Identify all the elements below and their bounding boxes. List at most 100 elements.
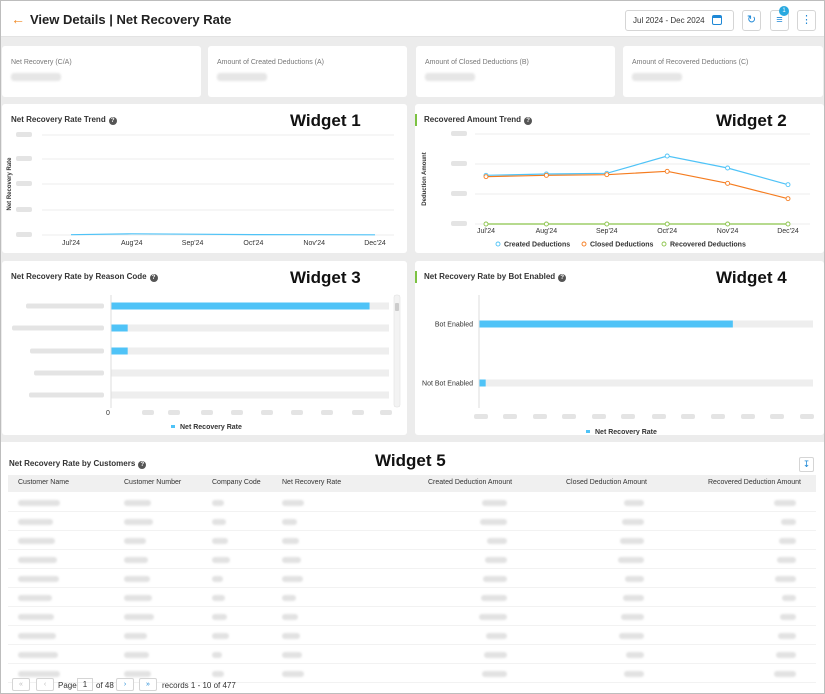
kpi-net-recovery: Net Recovery (C/A) <box>2 46 201 97</box>
bar-track <box>479 379 813 387</box>
widget-title: Net Recovery Rate by Customers? <box>9 459 147 469</box>
col-customer-name[interactable]: Customer Name <box>18 479 69 486</box>
last-page-button[interactable]: » <box>139 678 157 691</box>
data-point <box>483 221 489 227</box>
table-cell-blurred <box>124 671 151 677</box>
category-label: Not Bot Enabled <box>422 381 473 388</box>
table-cell-blurred <box>18 538 55 544</box>
col-closed-deduction-amount[interactable]: Closed Deduction Amount <box>566 479 647 486</box>
help-icon[interactable]: ? <box>108 117 117 125</box>
category-label: Bot Enabled <box>435 322 473 329</box>
help-icon[interactable]: ? <box>524 117 533 125</box>
data-point <box>604 172 610 178</box>
table-row[interactable] <box>8 570 816 588</box>
table-cell-blurred <box>124 633 147 639</box>
table-row[interactable] <box>8 646 816 664</box>
table-row[interactable] <box>8 551 816 569</box>
table-row[interactable] <box>8 589 816 607</box>
x-tick-label: Jul'24 <box>477 228 495 235</box>
x-tick-label-blurred <box>681 414 695 419</box>
table-cell-blurred <box>282 576 303 582</box>
table-cell-blurred <box>782 595 796 601</box>
download-button[interactable]: ↧ <box>799 457 814 472</box>
widget-label: Widget 4 <box>716 268 787 287</box>
table-cell-blurred <box>212 576 223 582</box>
table-cell-blurred <box>282 500 304 506</box>
download-icon: ↧ <box>802 459 811 469</box>
more-options-button[interactable]: ⋮ <box>797 10 816 31</box>
widget-recovered-amount-trend: Recovered Amount Trend? Widget 2 Deducti… <box>415 104 824 253</box>
bar-track <box>111 324 389 332</box>
refresh-button[interactable]: ↻ <box>742 10 761 31</box>
col-recovered-deduction-amount[interactable]: Recovered Deduction Amount <box>708 479 801 486</box>
series-line <box>485 170 789 200</box>
table-row[interactable] <box>8 608 816 626</box>
kpi-label: Amount of Closed Deductions (B) <box>425 59 529 66</box>
x-tick-label-blurred <box>261 410 273 415</box>
table-cell-blurred <box>212 500 224 506</box>
table-cell-blurred <box>481 595 507 601</box>
kpi-value-blurred <box>425 73 475 81</box>
table-cell-blurred <box>18 576 59 582</box>
data-point <box>725 165 731 171</box>
legend-marker <box>661 241 667 247</box>
table-cell-blurred <box>282 557 301 563</box>
filter-icon: ≡ <box>776 14 783 26</box>
kpi-recovered-deductions: Amount of Recovered Deductions (C) <box>623 46 823 97</box>
date-range-picker[interactable]: Jul 2024 - Dec 2024 <box>625 10 734 31</box>
page-number-input[interactable]: 1 <box>77 678 93 691</box>
data-point <box>483 174 489 180</box>
widget-rate-by-reason-code: Net Recovery Rate by Reason Code? Widget… <box>2 261 407 435</box>
table-cell-blurred <box>18 633 56 639</box>
data-point <box>543 172 549 178</box>
x-tick-label-blurred <box>168 410 180 415</box>
kpi-label: Amount of Recovered Deductions (C) <box>632 59 749 66</box>
first-page-button[interactable]: « <box>12 678 30 691</box>
legend-label: Created Deductions <box>504 242 570 249</box>
table-row[interactable] <box>8 494 816 512</box>
data-point <box>785 182 791 188</box>
table-row[interactable] <box>8 665 816 683</box>
back-arrow-icon[interactable]: ← <box>11 11 25 27</box>
help-icon[interactable]: ? <box>558 274 567 282</box>
bar <box>479 320 733 328</box>
legend-label: Net Recovery Rate <box>595 429 657 435</box>
widget-label: Widget 2 <box>716 111 787 130</box>
scrollbar-track <box>393 294 401 408</box>
col-company-code[interactable]: Company Code <box>212 479 261 486</box>
series-line <box>485 155 789 186</box>
kpi-value-blurred <box>217 73 267 81</box>
table-cell-blurred <box>778 633 796 639</box>
accent-bar <box>415 271 417 283</box>
help-icon[interactable]: ? <box>149 274 158 282</box>
x-tick-label-blurred <box>621 414 635 419</box>
prev-page-button[interactable]: ‹ <box>36 678 54 691</box>
line-chart: Net Recovery Rate Jul'24 Aug'24 Sep'24 Oct'2… <box>7 132 394 247</box>
table-cell-blurred <box>124 614 154 620</box>
col-net-recovery-rate[interactable]: Net Recovery Rate <box>282 479 342 486</box>
table-cell-blurred <box>776 652 796 658</box>
y-axis-label: Net Recovery Rate <box>7 157 13 211</box>
table-row[interactable] <box>8 532 816 550</box>
next-page-button[interactable]: › <box>116 678 134 691</box>
table-cell-blurred <box>18 500 60 506</box>
more-vertical-icon: ⋮ <box>801 14 812 26</box>
table-row[interactable] <box>8 627 816 645</box>
legend-marker <box>495 241 501 247</box>
table-row[interactable] <box>8 513 816 531</box>
table-cell-blurred <box>124 576 150 582</box>
x-tick-label-blurred <box>291 410 303 415</box>
table-cell-blurred <box>485 557 507 563</box>
kpi-created-deductions: Amount of Created Deductions (A) <box>208 46 407 97</box>
table-cell-blurred <box>212 519 226 525</box>
bar <box>111 324 128 332</box>
table-cell-blurred <box>282 595 296 601</box>
col-created-deduction-amount[interactable]: Created Deduction Amount <box>428 479 513 486</box>
kpi-label: Amount of Created Deductions (A) <box>217 59 324 66</box>
col-customer-number[interactable]: Customer Number <box>124 479 182 486</box>
category-label-blurred <box>29 392 104 398</box>
help-icon[interactable]: ? <box>138 461 147 469</box>
x-tick-label-blurred <box>503 414 517 419</box>
table-cell-blurred <box>622 519 644 525</box>
records-summary: records 1 - 10 of 477 <box>162 681 236 690</box>
